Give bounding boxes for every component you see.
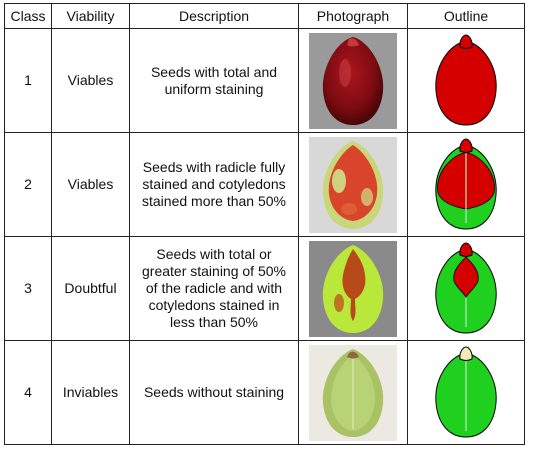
description-cell: Seeds without staining: [129, 340, 299, 445]
outline-cell: [407, 28, 525, 133]
photograph-cell: [298, 340, 408, 445]
class-cell: 4: [4, 340, 52, 445]
header-class: Class: [4, 3, 52, 29]
description-cell: Seeds with total or greater staining of …: [129, 236, 299, 341]
outline-cell: [407, 132, 525, 237]
seed-outline-diagram: [435, 345, 497, 438]
outline-cell: [407, 236, 525, 341]
table-row: 4 Inviables Seeds without staining: [4, 340, 525, 445]
photograph-cell: [298, 28, 408, 133]
header-viability: Viability: [51, 3, 130, 29]
outline-cell: [407, 340, 525, 445]
seed-photo-image: [309, 32, 397, 129]
table-row: 3 Doubtful Seeds with total or greater s…: [4, 236, 525, 341]
seed-photo-image: [309, 136, 397, 233]
viability-cell: Doubtful: [51, 236, 130, 341]
seed-photo-image: [309, 344, 397, 441]
seed-viability-table: Class Viability Description Photograph O…: [4, 3, 525, 445]
header-outline: Outline: [407, 3, 525, 29]
seed-outline-diagram: [435, 241, 497, 334]
class-cell: 3: [4, 236, 52, 341]
seed-outline-diagram: [435, 33, 497, 126]
header-description: Description: [129, 3, 299, 29]
table-row: 1 Viables Seeds with total and uniform s…: [4, 28, 525, 133]
header-row: Class Viability Description Photograph O…: [4, 3, 525, 29]
table-row: 2 Viables Seeds with radicle fully stain…: [4, 132, 525, 237]
photograph-cell: [298, 236, 408, 341]
seed-outline-diagram: [435, 137, 497, 230]
viability-cell: Viables: [51, 132, 130, 237]
header-photograph: Photograph: [298, 3, 408, 29]
photograph-cell: [298, 132, 408, 237]
seed-photo-image: [309, 240, 397, 337]
class-cell: 2: [4, 132, 52, 237]
viability-cell: Viables: [51, 28, 130, 133]
viability-cell: Inviables: [51, 340, 130, 445]
description-cell: Seeds with total and uniform staining: [129, 28, 299, 133]
class-cell: 1: [4, 28, 52, 133]
description-cell: Seeds with radicle fully stained and cot…: [129, 132, 299, 237]
